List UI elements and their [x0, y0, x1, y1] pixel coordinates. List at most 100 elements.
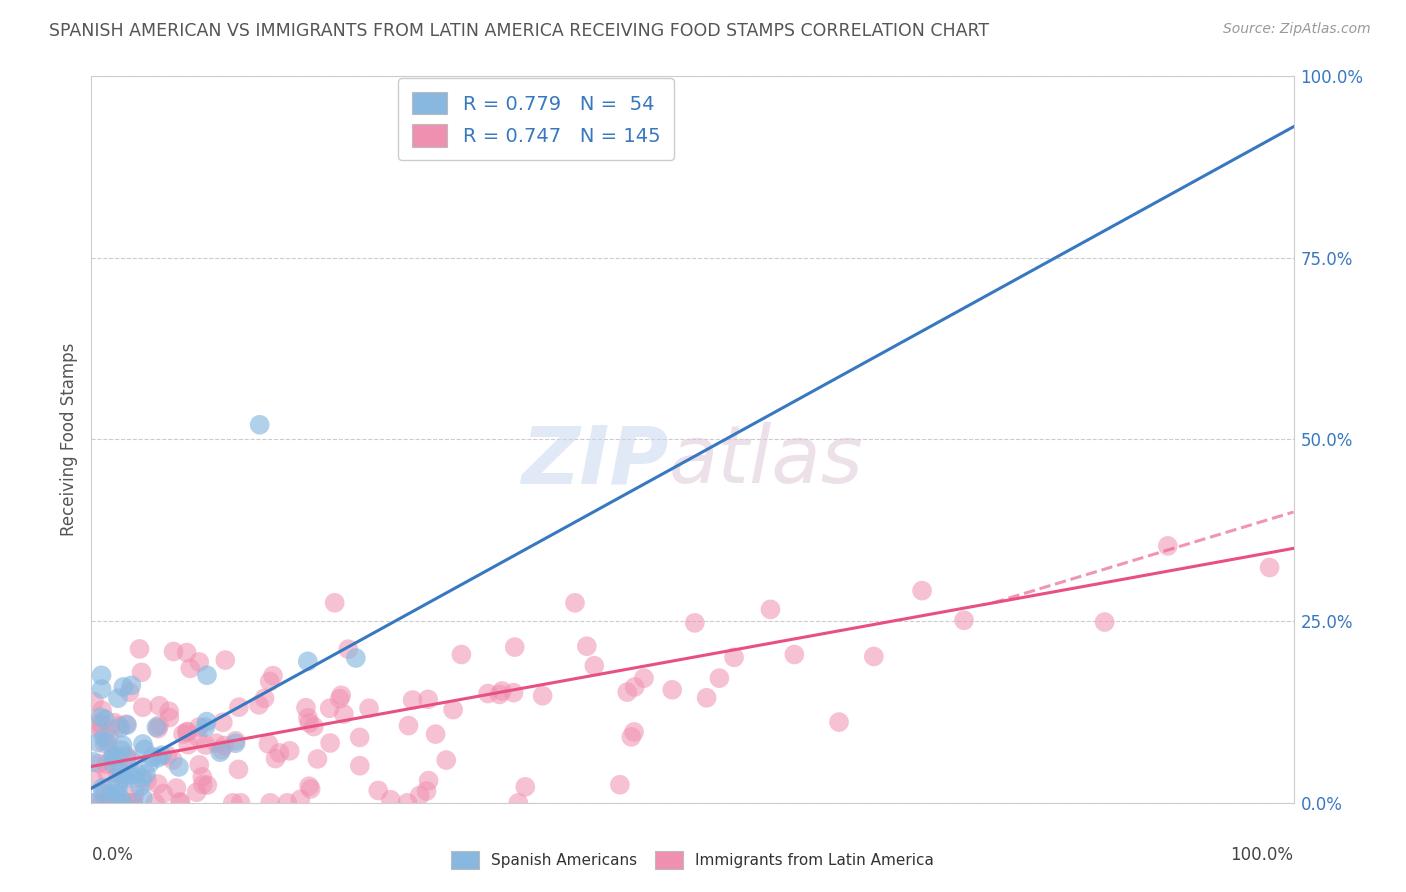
Point — [128, 780, 150, 794]
Point — [150, 748, 173, 763]
Text: ZIP: ZIP — [522, 422, 668, 500]
Point — [425, 727, 447, 741]
Point — [94, 757, 117, 772]
Point — [94, 786, 117, 800]
Point — [299, 781, 322, 796]
Text: SPANISH AMERICAN VS IMMIGRANTS FROM LATIN AMERICA RECEIVING FOOD STAMPS CORRELAT: SPANISH AMERICAN VS IMMIGRANTS FROM LATI… — [49, 22, 990, 40]
Point — [297, 654, 319, 668]
Point — [194, 720, 217, 734]
Point — [169, 795, 191, 809]
Point — [357, 701, 380, 715]
Point — [87, 756, 110, 771]
Point — [82, 796, 104, 810]
Point — [107, 719, 129, 733]
Point — [1094, 615, 1116, 629]
Point — [257, 737, 280, 751]
Point — [222, 796, 245, 810]
Point — [118, 685, 141, 699]
Point — [91, 786, 114, 800]
Point — [132, 700, 155, 714]
Point — [89, 723, 111, 737]
Point — [333, 706, 356, 721]
Point — [609, 778, 631, 792]
Point — [380, 793, 402, 807]
Point — [450, 648, 472, 662]
Point — [105, 748, 128, 763]
Point — [146, 777, 169, 791]
Point — [683, 615, 706, 630]
Point — [162, 644, 184, 658]
Point — [90, 710, 112, 724]
Point — [143, 796, 166, 810]
Point — [401, 693, 423, 707]
Point — [298, 779, 321, 793]
Point — [209, 745, 232, 759]
Point — [83, 695, 105, 709]
Point — [118, 796, 141, 810]
Point — [349, 758, 371, 772]
Point — [107, 766, 129, 780]
Point — [98, 731, 121, 746]
Point — [188, 757, 211, 772]
Point — [82, 772, 104, 787]
Point — [953, 613, 976, 627]
Point — [157, 704, 180, 718]
Point — [276, 796, 298, 810]
Point — [110, 796, 132, 810]
Point — [307, 752, 329, 766]
Point — [709, 671, 731, 685]
Point — [620, 730, 643, 744]
Point — [295, 700, 318, 714]
Point — [93, 737, 115, 751]
Point — [759, 602, 782, 616]
Point — [172, 727, 194, 741]
Point — [862, 649, 884, 664]
Point — [176, 646, 198, 660]
Point — [783, 648, 806, 662]
Point — [120, 753, 142, 767]
Point — [101, 750, 124, 764]
Point — [107, 691, 129, 706]
Point — [225, 736, 247, 750]
Point — [228, 700, 250, 714]
Point — [488, 687, 510, 701]
Point — [575, 639, 598, 653]
Point — [441, 703, 464, 717]
Point — [633, 671, 655, 685]
Point — [187, 730, 209, 744]
Point — [290, 792, 312, 806]
Point — [477, 687, 499, 701]
Point — [94, 712, 117, 726]
Point — [139, 756, 162, 770]
Point — [112, 680, 135, 694]
Point — [156, 748, 179, 763]
Point — [104, 796, 127, 810]
Point — [415, 784, 437, 798]
Point — [90, 681, 112, 696]
Point — [111, 738, 134, 752]
Point — [179, 661, 201, 675]
Point — [131, 665, 153, 680]
Point — [110, 791, 132, 805]
Point — [262, 668, 284, 682]
Point — [132, 737, 155, 751]
Point — [723, 650, 745, 665]
Point — [91, 780, 114, 795]
Point — [93, 731, 115, 745]
Point — [86, 796, 108, 810]
Point — [302, 720, 325, 734]
Point — [91, 796, 114, 810]
Point — [132, 791, 155, 805]
Point — [128, 641, 150, 656]
Point — [120, 678, 142, 692]
Point — [146, 750, 169, 764]
Point — [349, 731, 371, 745]
Point — [103, 757, 125, 772]
Point — [87, 736, 110, 750]
Point — [508, 796, 530, 810]
Legend: Spanish Americans, Immigrants from Latin America: Spanish Americans, Immigrants from Latin… — [444, 846, 941, 875]
Point — [96, 796, 118, 810]
Point — [616, 685, 638, 699]
Point — [259, 674, 281, 689]
Point — [122, 796, 145, 810]
